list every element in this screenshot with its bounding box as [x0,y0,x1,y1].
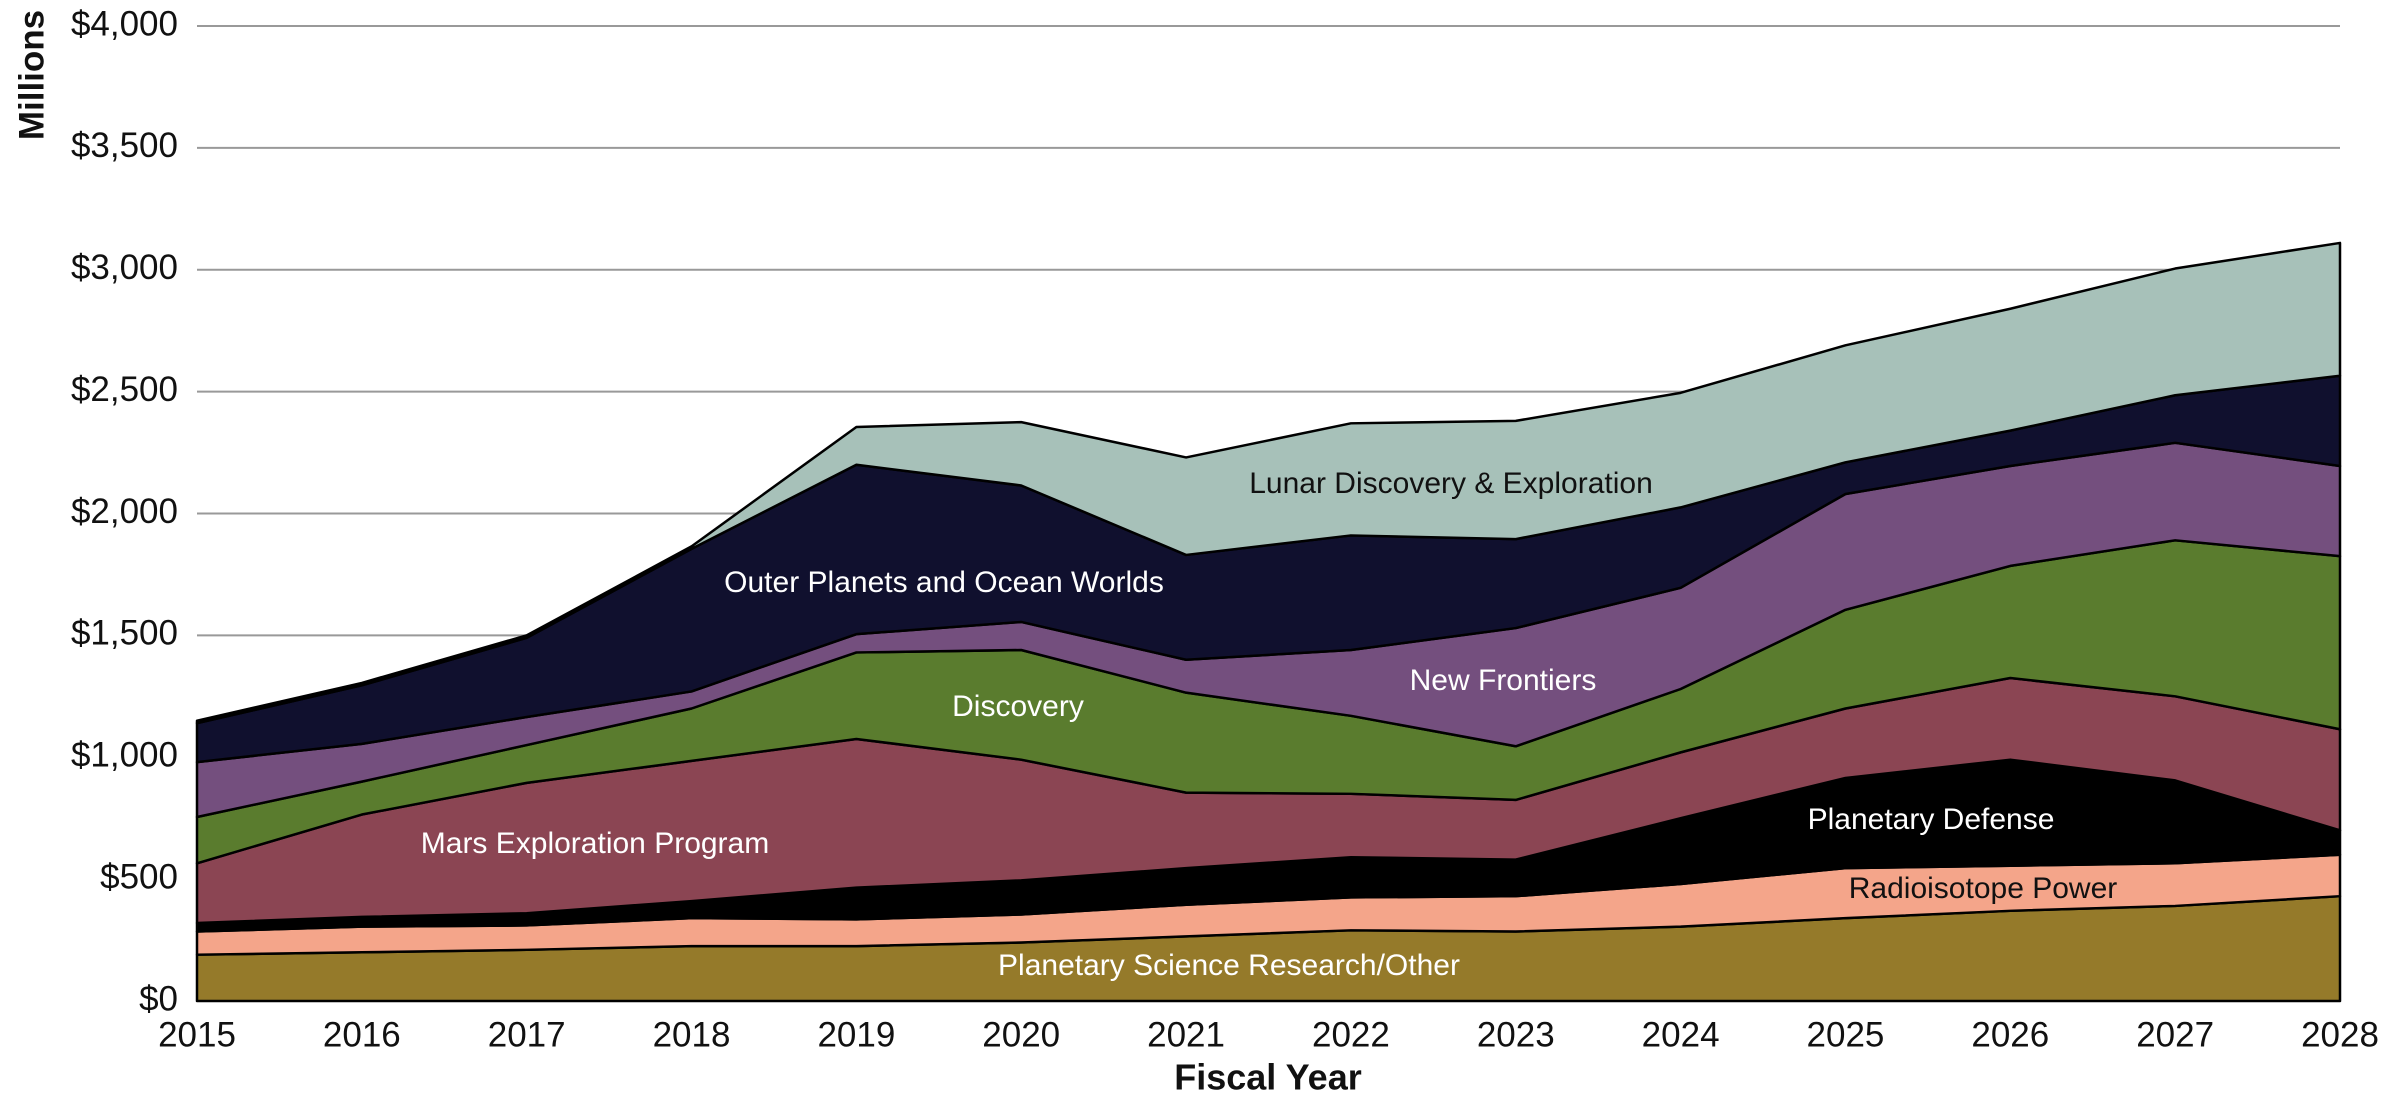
area-label: Planetary Science Research/Other [998,949,1460,982]
x-tick-label: 2021 [1147,1015,1225,1054]
y-tick-label: $500 [100,857,178,896]
x-tick-label: 2017 [488,1015,566,1054]
x-tick-label: 2018 [653,1015,731,1054]
x-tick-label: 2022 [1312,1015,1390,1054]
x-tick-label: 2023 [1477,1015,1555,1054]
y-tick-label: $4,000 [71,4,178,43]
area-label: Radioisotope Power [1849,872,2118,905]
area-label: New Frontiers [1410,664,1597,697]
area-label: Mars Exploration Program [421,827,769,860]
y-tick-label: $2,000 [71,492,178,531]
x-tick-label: 2015 [158,1015,236,1054]
x-tick-label: 2028 [2301,1015,2379,1054]
x-tick-label: 2024 [1642,1015,1720,1054]
x-tick-label: 2020 [982,1015,1060,1054]
area [195,241,2342,725]
y-axis-label: Millions [12,10,51,140]
area-label: Outer Planets and Ocean Worlds [724,566,1164,599]
x-tick-label: 2026 [1971,1015,2049,1054]
x-tick-label: 2019 [817,1015,895,1054]
x-axis-label: Fiscal Year [1174,1057,1362,1096]
y-tick-label: $0 [139,979,178,1018]
y-tick-label: $2,500 [71,370,178,409]
y-tick-label: $1,500 [71,614,178,653]
x-tick-label: 2016 [323,1015,401,1054]
y-tick-label: $3,000 [71,248,178,287]
area-label: Planetary Defense [1808,803,2055,836]
y-tick-label: $3,500 [71,126,178,165]
area-label: Discovery [952,690,1084,723]
x-tick-label: 2025 [1807,1015,1885,1054]
x-tick-label: 2027 [2136,1015,2214,1054]
area-label: Lunar Discovery & Exploration [1249,467,1653,500]
y-tick-label: $1,000 [71,736,178,775]
